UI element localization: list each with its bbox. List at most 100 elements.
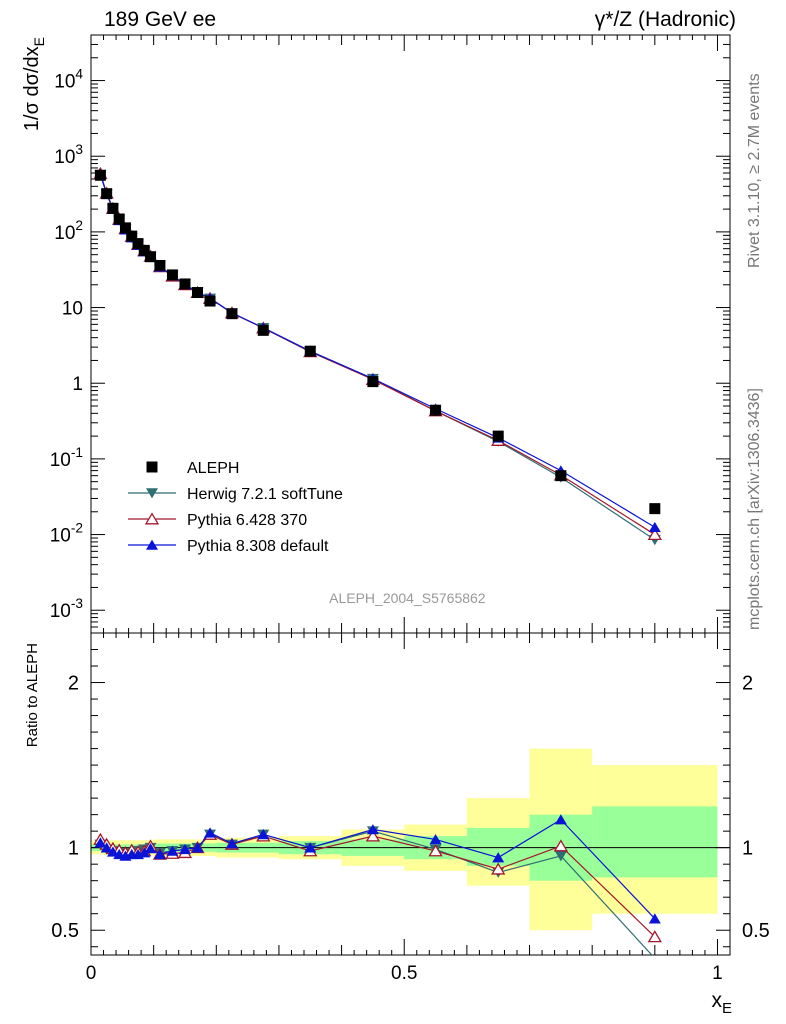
ratio-point [365,829,381,842]
main-y-tick-label: 10 [62,299,83,320]
main-series-aleph [94,169,661,515]
x-tick-label: 1 [712,963,723,984]
ratio-point [138,847,151,858]
main-point [94,169,106,181]
main-line [99,174,656,541]
legend-item: Pythia 8.308 default [128,538,329,555]
main-y-tick-label: 102 [54,218,83,244]
legend-item: ALEPH [146,460,239,477]
ratio-series-pythia-8-308-default [94,814,661,924]
legend-item: Herwig 7.2.1 softTune [128,486,343,503]
main-line [99,173,656,536]
main-point [257,324,269,336]
legend-item: Pythia 6.428 370 [128,512,307,529]
ratio-point [647,930,662,943]
main-point [492,430,504,442]
ratio-point [204,827,217,838]
ratio-y-axis-label: Ratio to ALEPH [24,643,41,747]
ratio-y-tick-label-right: 0.5 [742,920,770,942]
ratio-point [257,829,270,840]
main-y-tick-label: 1 [72,374,83,395]
main-point [555,470,567,482]
ratio-point [429,834,442,845]
main-y-tick-label: 10-3 [50,596,83,622]
main-point [649,503,661,515]
ratio-point [225,838,238,849]
ratio-point [106,846,119,857]
ratio-point [648,913,661,924]
main-point [179,278,191,290]
ratio-y-tick-label-left: 1 [68,838,79,860]
main-y-tick-label: 10-2 [50,521,83,547]
main-point [648,521,661,533]
ratio-point [153,848,166,860]
x-axis-label: xE [711,989,732,1017]
main-point [647,527,662,541]
ratio-y-tick-label-left: 2 [68,673,79,695]
main-point [204,295,216,307]
main-point [367,376,379,388]
main-point [132,238,144,250]
plot-title-left: 189 GeV ee [104,8,217,31]
legend-marker [146,461,158,473]
main-point [226,308,238,320]
plot-title-right: γ*/Z (Hadronic) [594,8,736,31]
ratio-panel-frame [90,632,731,956]
ratio-point [553,839,568,852]
ratio-point [554,851,567,862]
legend-label: ALEPH [187,460,239,477]
ratio-point [166,845,179,856]
x-ticks [90,35,718,955]
ratio-point [491,862,506,875]
ratio-point [366,824,379,835]
main-point [126,230,138,242]
main-y-ticks [91,34,730,634]
main-y-tick-label: 10-1 [50,445,83,471]
ratio-uncertainty-bands [91,748,718,931]
ratio-point [554,814,567,825]
legend-label: Pythia 6.428 370 [187,512,307,529]
ratio-point [492,852,505,863]
ratio-point [428,844,443,857]
legend: ALEPH Herwig 7.2.1 softTune Pythia 6.428 3… [128,460,343,555]
ratio-point [100,842,113,853]
legend-marker [146,488,158,499]
x-tick-label: 0.5 [391,963,417,984]
legend-label: Pythia 8.308 default [187,538,329,555]
legend-marker [144,512,160,525]
main-point [430,404,442,416]
main-point [113,213,125,225]
main-point [145,251,157,263]
main-series-pythia-6-428-370 [93,166,662,541]
ratio-point [144,843,157,854]
ratio-y-tick-label-left: 0.5 [51,920,79,942]
legend-label: Herwig 7.2.1 softTune [187,486,343,503]
analysis-id: ALEPH_2004_S5765862 [329,590,486,606]
main-point [166,269,178,281]
ratio-band-inner [592,806,718,878]
main-point [192,287,203,299]
main-y-axis-label: 1/σ dσ/dxE [21,37,47,131]
main-point [119,222,131,234]
ratio-point [94,837,107,848]
main-point [107,202,119,214]
ratio-y-tick-label-right: 2 [742,673,753,695]
main-point [138,244,150,256]
ratio-point [191,842,204,853]
legend-marker [146,539,158,550]
main-point [304,345,316,357]
x-tick-label: 0 [86,963,97,984]
main-line [99,174,656,528]
main-y-tick-label: 104 [54,67,83,93]
main-series-pythia-8-308-default [94,169,661,533]
main-series-herwig-7-2-1-softtune [94,169,661,546]
ratio-y-tick-label-right: 1 [742,838,753,860]
main-y-tick-label: 103 [54,142,83,168]
ratio-y-ticks [91,632,730,948]
main-point [154,259,166,271]
ratio-point [178,843,191,855]
ratio-series-group [93,814,662,955]
ratio-point [304,842,317,853]
main-point [101,188,113,200]
